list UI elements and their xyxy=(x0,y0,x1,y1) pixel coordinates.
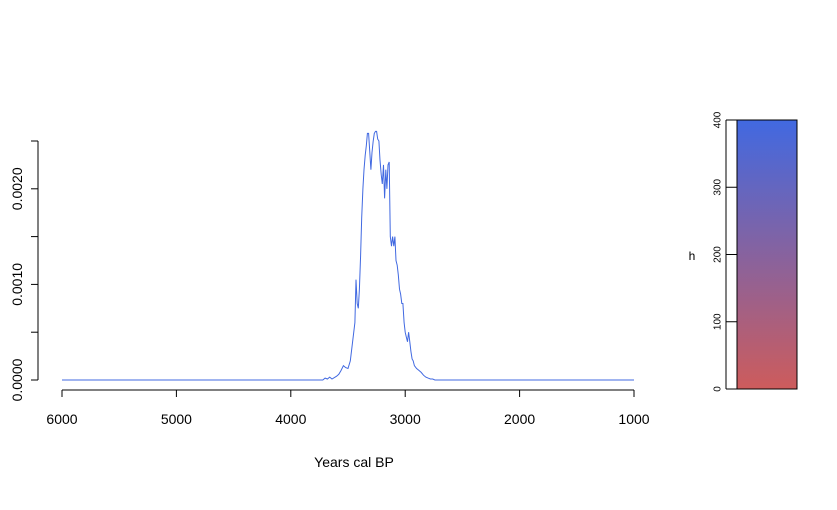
x-tick-label: 6000 xyxy=(46,411,77,427)
density-line xyxy=(62,130,634,381)
x-tick-label: 5000 xyxy=(161,411,192,427)
colorbar-tick-label: 400 xyxy=(713,111,724,128)
colorbar-tick-label: 200 xyxy=(713,246,724,263)
colorbar-label: h xyxy=(689,249,696,263)
colorbar: 0 100 200 300 400 h xyxy=(689,111,798,392)
y-axis-ticks: 0.0000 0.0010 0.0020 xyxy=(9,140,38,401)
x-tick-label: 3000 xyxy=(390,411,421,427)
x-axis-label: Years cal BP xyxy=(314,454,394,470)
x-tick-label: 1000 xyxy=(618,411,649,427)
colorbar-tick-label: 300 xyxy=(713,178,724,195)
colorbar-tick-label: 0 xyxy=(713,386,724,392)
x-axis-ticks: 6000 5000 4000 3000 2000 1000 xyxy=(46,390,650,427)
colorbar-ticks: 0 100 200 300 400 xyxy=(713,111,737,392)
x-tick-label: 4000 xyxy=(275,411,306,427)
colorbar-tick-label: 100 xyxy=(713,313,724,330)
colorbar-gradient xyxy=(736,119,798,390)
y-tick-label: 0.0000 xyxy=(9,358,25,401)
main-plot: 0.0000 0.0010 0.0020 6000 5000 4000 3000 2000 1… xyxy=(9,130,650,470)
y-tick-label: 0.0020 xyxy=(9,167,25,210)
x-tick-label: 2000 xyxy=(504,411,535,427)
y-tick-label: 0.0010 xyxy=(9,263,25,306)
